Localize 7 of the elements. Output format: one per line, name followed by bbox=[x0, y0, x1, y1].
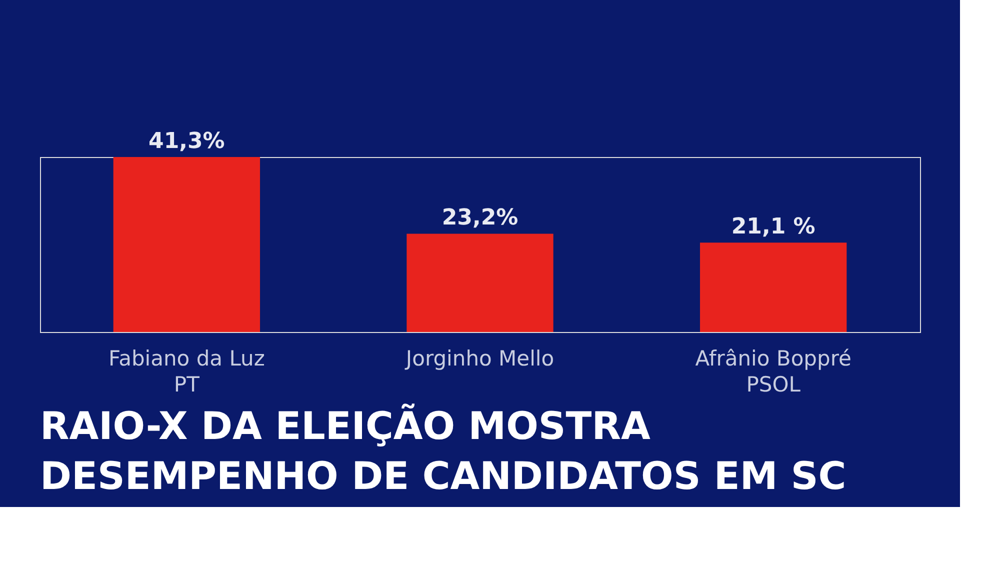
data-label: 41,3% bbox=[148, 129, 225, 154]
data-label: 21,1 % bbox=[731, 214, 816, 240]
data-label: 23,2% bbox=[442, 206, 518, 231]
text: RAIO-X DA ELEIÇÃO MOSTRA DESEMPENHO DE CANDIDATOS EM SC bbox=[40, 403, 846, 498]
x-tick-label: Fabiano da Luz PT bbox=[108, 346, 265, 396]
x-tick-label: Jorginho Mello bbox=[404, 346, 554, 370]
x-tick-label: Afrânio Boppré PSOL bbox=[695, 346, 852, 396]
